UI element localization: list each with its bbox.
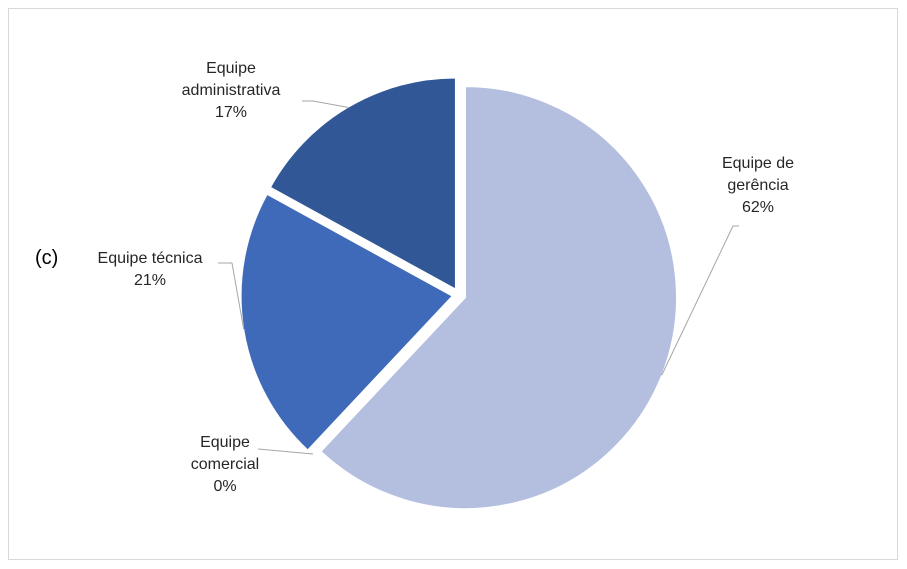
pie-slices <box>240 77 677 510</box>
slice-name-label: administrativa <box>182 82 281 99</box>
leader-line-1 <box>257 448 314 455</box>
slice-name-label: Equipe <box>200 434 250 451</box>
slice-name-label: gerência <box>727 177 788 194</box>
slice-name-label: Equipe técnica <box>98 250 203 267</box>
slice-labels: Equipe de gerência 62%Equipe comercial 0%Equ… <box>98 60 795 495</box>
slice-value-label: 17% <box>215 104 247 121</box>
pie-slice-2 <box>240 193 453 451</box>
slice-label-0: Equipe de gerência 62% <box>722 155 794 216</box>
leader-line-0 <box>661 225 739 376</box>
slice-name-label: comercial <box>191 456 259 473</box>
slice-value-label: 62% <box>742 199 774 216</box>
slice-name-label: Equipe de <box>722 155 794 172</box>
slice-name-label: Equipe <box>206 60 256 77</box>
leader-lines <box>218 100 739 455</box>
slice-value-label: 0% <box>213 478 236 495</box>
slice-label-1: Equipe comercial 0% <box>191 434 259 495</box>
panel-label: (c) <box>35 247 58 269</box>
slice-value-label: 21% <box>134 272 166 289</box>
slice-label-2: Equipe técnica 21% <box>98 250 203 289</box>
leader-line-2 <box>218 262 245 330</box>
leader-line-3 <box>302 100 349 108</box>
slice-label-3: Equipe administrativa 17% <box>182 60 281 121</box>
pie-slice-3 <box>269 77 456 290</box>
